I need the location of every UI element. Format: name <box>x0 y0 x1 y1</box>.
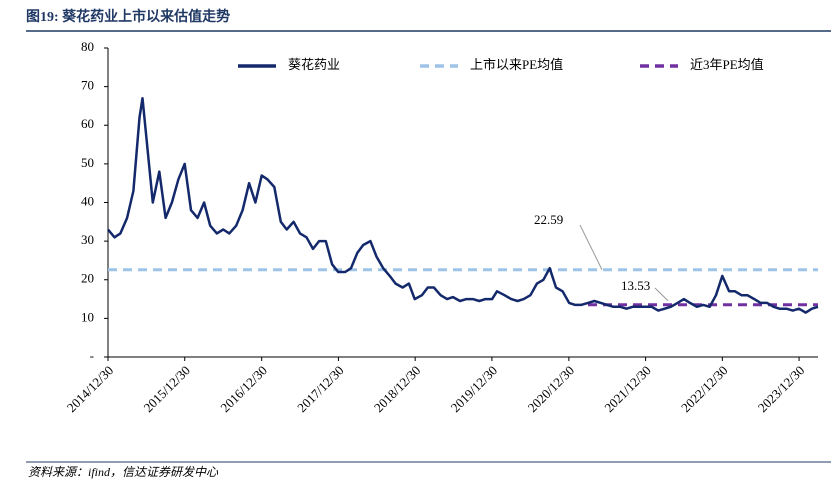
y-tick-label: 20 <box>81 271 94 286</box>
annotation-leader <box>579 224 603 270</box>
annotation: 22.59 <box>534 212 563 227</box>
y-tick-label: - <box>90 348 94 363</box>
source-note: 资料来源：ifind，信达证券研发中心 <box>28 465 219 479</box>
annotation: 13.53 <box>621 278 650 293</box>
y-tick-label: 80 <box>81 39 94 54</box>
x-tick-label: 2014/12/30 <box>64 363 116 415</box>
annotation-leader <box>654 287 669 302</box>
legend-label: 上市以来PE均值 <box>470 57 563 72</box>
x-tick-label: 2016/12/30 <box>217 363 269 415</box>
chart-title: 图19: 葵花药业上市以来估值走势 <box>26 8 230 25</box>
x-tick-label: 2021/12/30 <box>601 363 653 415</box>
legend-label: 葵花药业 <box>288 57 340 72</box>
x-tick-label: 2020/12/30 <box>525 363 577 415</box>
y-tick-label: 60 <box>81 116 94 131</box>
y-tick-label: 70 <box>81 78 94 93</box>
x-tick-label: 2015/12/30 <box>140 363 192 415</box>
x-tick-label: 2022/12/30 <box>678 363 730 415</box>
x-tick-label: 2017/12/30 <box>294 363 346 415</box>
x-tick-label: 2023/12/30 <box>755 363 807 415</box>
y-tick-label: 10 <box>81 309 94 324</box>
y-tick-label: 40 <box>81 193 94 208</box>
x-tick-label: 2019/12/30 <box>448 363 500 415</box>
y-tick-label: 50 <box>81 155 94 170</box>
legend-label: 近3年PE均值 <box>690 57 764 72</box>
y-tick-label: 30 <box>81 232 94 247</box>
x-tick-label: 2018/12/30 <box>371 363 423 415</box>
series-line <box>107 96 819 314</box>
